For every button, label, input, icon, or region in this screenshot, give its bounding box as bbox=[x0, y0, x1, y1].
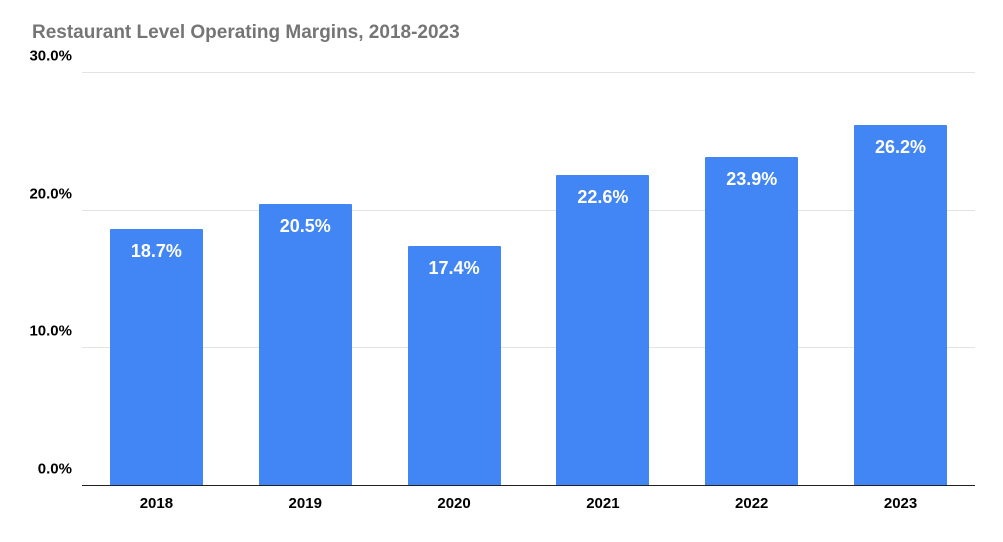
bar-value-label: 17.4% bbox=[428, 258, 480, 279]
x-tick-label-2023: 2023 bbox=[883, 495, 918, 512]
gridline bbox=[82, 209, 975, 211]
bar-slot-2022: 23.9% bbox=[677, 73, 826, 486]
bar-value-label: 23.9% bbox=[726, 168, 778, 189]
bar-2019: 20.5% bbox=[258, 203, 352, 486]
bar-value-label: 20.5% bbox=[279, 215, 331, 236]
bar-slot-2021: 22.6% bbox=[528, 73, 677, 486]
gridline bbox=[82, 347, 975, 349]
plot-area: 0.0% 10.0% 20.0% 30.0% 18.7% 20.5% 17.4% 22.6% 2… bbox=[29, 48, 975, 486]
bar-value-label: 18.7% bbox=[130, 240, 182, 261]
x-tick-label-2019: 2019 bbox=[288, 495, 322, 512]
x-tick-label-2018: 2018 bbox=[139, 495, 174, 512]
bar-2020: 17.4% bbox=[407, 246, 501, 486]
x-axis: 2018 2019 2020 2021 2022 2023 bbox=[82, 486, 975, 526]
bar-slot-2020: 17.4% bbox=[380, 73, 529, 486]
y-tick-label: 30.0% bbox=[29, 47, 72, 65]
bar-value-label: 26.2% bbox=[875, 137, 927, 158]
gridline bbox=[82, 72, 975, 73]
bar-slot-2019: 20.5% bbox=[231, 73, 380, 486]
x-tick-label-2021: 2021 bbox=[586, 495, 620, 512]
bar-slot-2018: 18.7% bbox=[82, 73, 231, 486]
y-tick-label: 0.0% bbox=[37, 460, 72, 478]
x-axis-baseline bbox=[82, 485, 975, 486]
bar-value-label: 22.6% bbox=[577, 186, 629, 207]
y-tick-label: 10.0% bbox=[29, 322, 72, 340]
bar-2022: 23.9% bbox=[705, 156, 799, 486]
x-tick-label-2022: 2022 bbox=[735, 495, 769, 512]
x-tick-label-2020: 2020 bbox=[437, 495, 471, 512]
bar-2023: 26.2% bbox=[854, 125, 948, 486]
bars-group: 18.7% 20.5% 17.4% 22.6% 23.9% 26.2% bbox=[82, 73, 975, 486]
bar-2018: 18.7% bbox=[109, 228, 203, 486]
bar-slot-2023: 26.2% bbox=[826, 73, 975, 486]
y-tick-label: 20.0% bbox=[29, 185, 72, 203]
chart-title: Restaurant Level Operating Margins, 2018… bbox=[32, 22, 460, 43]
bar-2021: 22.6% bbox=[556, 174, 650, 486]
